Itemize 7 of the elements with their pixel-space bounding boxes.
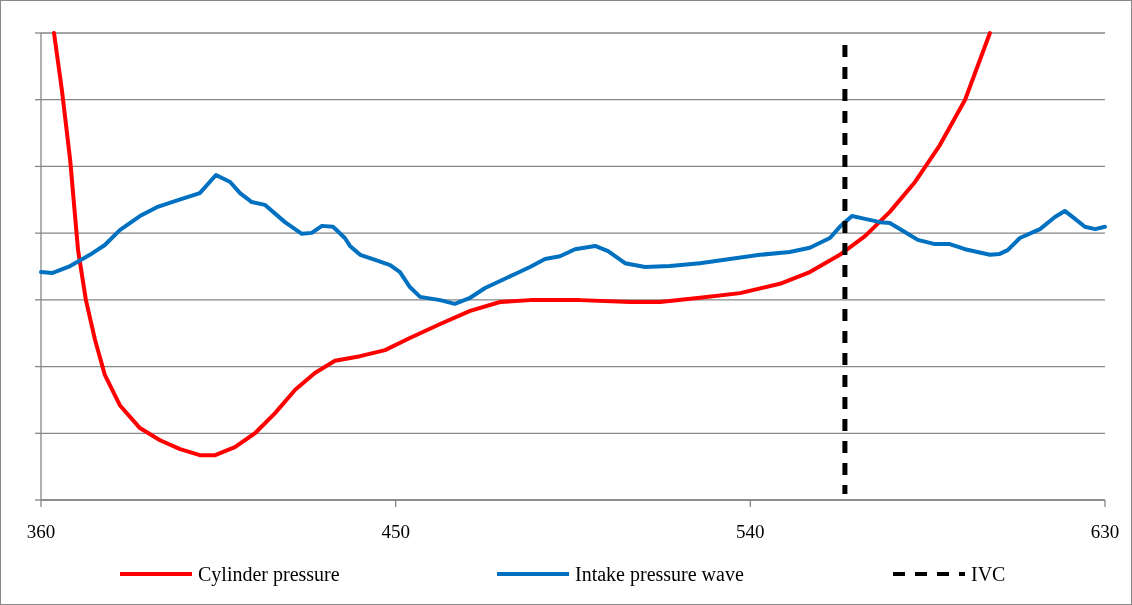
x-tick-label: 360 — [26, 521, 56, 542]
x-tick-label: 630 — [1090, 521, 1120, 542]
legend-label: Cylinder pressure — [198, 563, 340, 586]
legend-label: Intake pressure wave — [575, 563, 744, 586]
x-tick-label: 540 — [736, 521, 765, 542]
legend-label: IVC — [971, 563, 1006, 585]
x-tick-label: 450 — [381, 521, 410, 542]
